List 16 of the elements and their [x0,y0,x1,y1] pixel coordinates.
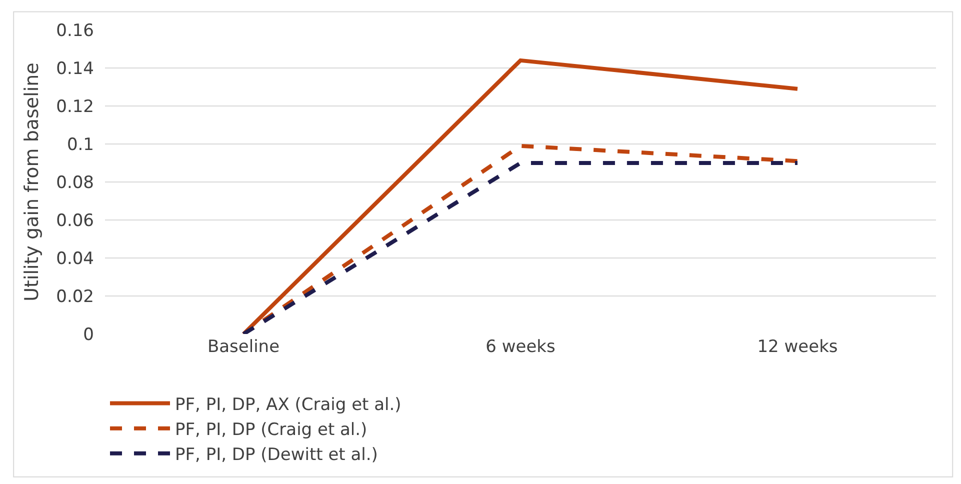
x-tick-label: Baseline [207,337,280,357]
y-tick-label: 0.08 [56,172,94,193]
legend-label: PF, PI, DP, AX (Craig et al.) [175,394,402,415]
y-tick-label: 0.1 [66,134,94,155]
x-tick-label: 6 weeks [486,337,556,357]
y-tick-label: 0.04 [56,248,94,269]
y-tick-label: 0 [83,324,94,345]
y-tick-label: 0.12 [56,96,94,117]
y-axis-title: Utility gain from baseline [20,62,43,302]
y-tick-label: 0.14 [56,58,94,79]
y-tick-label: 0.06 [56,210,94,231]
legend-label: PF, PI, DP (Craig et al.) [175,420,368,440]
x-tick-label: 12 weeks [757,337,838,357]
y-tick-label: 0.16 [56,20,94,41]
y-tick-label: 0.02 [56,286,94,307]
legend-label: PF, PI, DP (Dewitt et al.) [175,445,378,466]
